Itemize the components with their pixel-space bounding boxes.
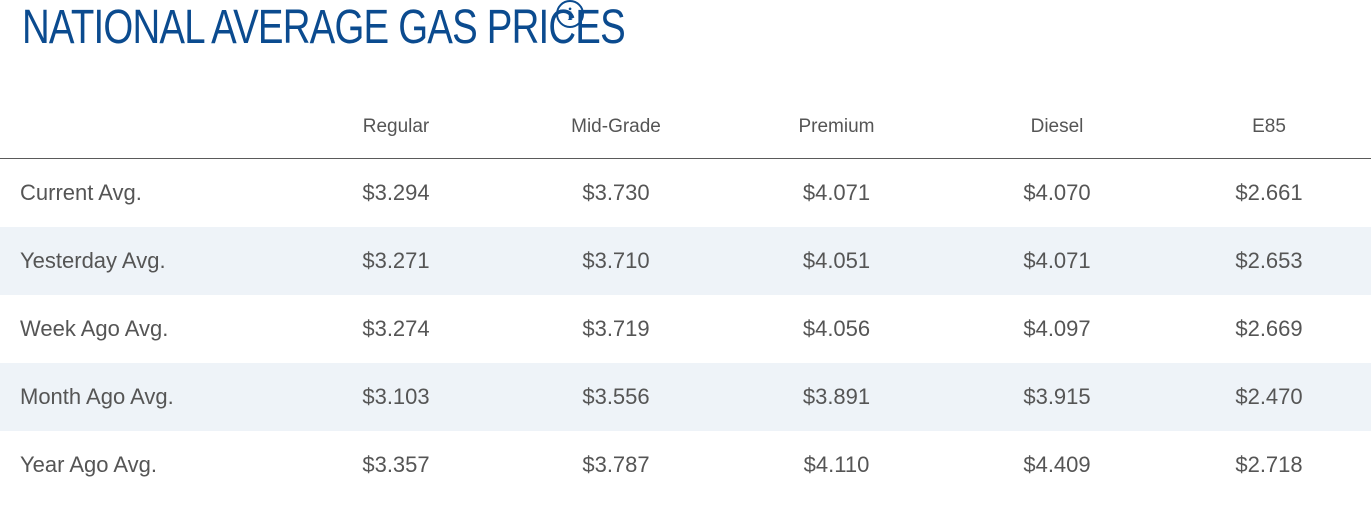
price-cell: $2.669 [1235, 316, 1303, 341]
price-cell: $2.718 [1235, 452, 1303, 477]
page-title: NATIONAL AVERAGE GAS PRICES [22, 1, 626, 54]
price-cell: $3.357 [362, 452, 430, 477]
price-cell: $3.274 [362, 316, 430, 341]
info-icon[interactable]: i [556, 0, 584, 28]
table-row: Month Ago Avg. $3.103 $3.556 $3.891 $3.9… [0, 363, 1371, 431]
table-row: Current Avg. $3.294 $3.730 $4.071 $4.070… [0, 159, 1371, 228]
price-cell: $3.891 [726, 363, 947, 431]
row-label: Month Ago Avg. [0, 363, 286, 431]
price-cell: $2.661 [1235, 180, 1303, 205]
price-cell: $3.271 [286, 227, 506, 295]
price-cell: $3.294 [362, 180, 430, 205]
table-header-row: Regular Mid-Grade Premium Diesel E85 [0, 96, 1371, 159]
column-header-premium: Premium [726, 96, 947, 159]
price-cell: $3.103 [286, 363, 506, 431]
price-cell: $4.409 [1023, 452, 1091, 477]
price-cell: $3.710 [506, 227, 726, 295]
price-cell: $3.719 [582, 316, 650, 341]
price-cell: $4.051 [726, 227, 947, 295]
price-cell: $4.097 [1023, 316, 1091, 341]
price-cell: $4.070 [1023, 180, 1091, 205]
row-label: Week Ago Avg. [20, 316, 169, 341]
row-label: Year Ago Avg. [20, 452, 158, 477]
price-cell: $3.730 [582, 180, 650, 205]
column-header-label [0, 96, 286, 159]
price-cell: $4.071 [802, 180, 871, 205]
column-header-regular: Regular [286, 96, 506, 159]
price-cell: $2.470 [1167, 363, 1371, 431]
column-header-e85: E85 [1167, 96, 1371, 159]
table-row: Week Ago Avg. $3.274 $3.719 $4.056 $4.09… [0, 295, 1371, 363]
table-row: Year Ago Avg. $3.357 $3.787 $4.110 $4.40… [0, 431, 1371, 499]
column-header-mid-grade: Mid-Grade [506, 96, 726, 159]
price-cell: $4.056 [802, 316, 871, 341]
price-cell: $4.071 [947, 227, 1167, 295]
column-header-diesel: Diesel [947, 96, 1167, 159]
gas-prices-table: Regular Mid-Grade Premium Diesel E85 Cur… [0, 96, 1371, 499]
page-header: NATIONAL AVERAGE GAS PRICES [22, 0, 776, 56]
row-label: Yesterday Avg. [0, 227, 286, 295]
price-cell: $3.787 [582, 452, 650, 477]
row-label: Current Avg. [20, 180, 142, 205]
price-cell: $3.556 [506, 363, 726, 431]
price-cell: $2.653 [1167, 227, 1371, 295]
price-cell: $3.915 [947, 363, 1167, 431]
table-row: Yesterday Avg. $3.271 $3.710 $4.051 $4.0… [0, 227, 1371, 295]
price-cell: $4.110 [803, 452, 870, 477]
